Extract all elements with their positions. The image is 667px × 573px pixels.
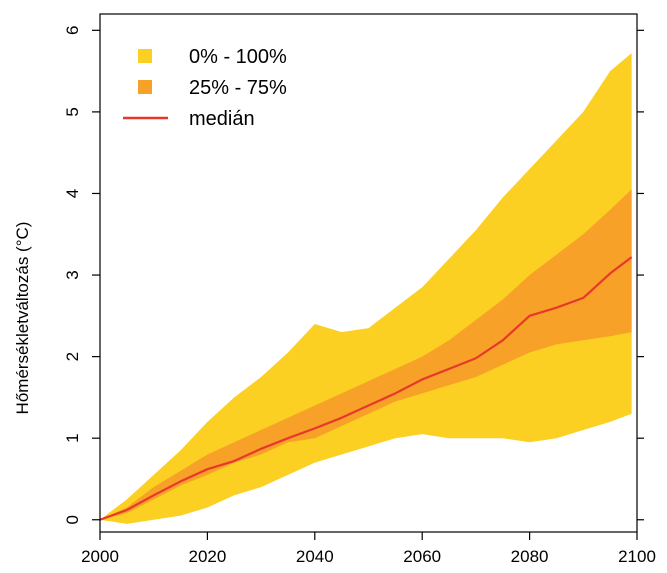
legend: 0% - 100% 25% - 75% medián: [123, 46, 287, 130]
legend-label-1: 25% - 75%: [189, 77, 287, 99]
x-tick-label: 2080: [511, 547, 549, 566]
x-axis: 2000 2020 2040 2060 2080 2100: [81, 532, 656, 566]
legend-swatch-0: [138, 49, 152, 63]
plot-frame: [99, 13, 638, 533]
y-tick-label: 6: [63, 26, 82, 35]
y-tick-label: 3: [63, 270, 82, 279]
median-line: [99, 256, 633, 521]
legend-label-0: 0% - 100%: [189, 46, 287, 68]
x-tick-label: 2000: [81, 547, 119, 566]
y-axis: 0 1 2 3 4 5 6: [63, 26, 644, 524]
y-tick-label: 5: [63, 107, 82, 116]
legend-label-2: medián: [189, 108, 255, 130]
legend-swatch-1: [138, 80, 152, 94]
x-tick-label: 2100: [618, 547, 656, 566]
x-tick-label: 2040: [296, 547, 334, 566]
y-axis-label: Hőmérsékletváltozás (°C): [13, 222, 32, 415]
x-tick-label: 2060: [403, 547, 441, 566]
y-tick-label: 2: [63, 352, 82, 361]
y-tick-label: 1: [63, 433, 82, 442]
band-0: [100, 53, 632, 524]
x-tick-label: 2020: [188, 547, 226, 566]
line-layer: [99, 256, 633, 521]
band-layer: [100, 53, 632, 524]
y-tick-label: 0: [63, 515, 82, 524]
y-tick-label: 4: [63, 189, 82, 198]
